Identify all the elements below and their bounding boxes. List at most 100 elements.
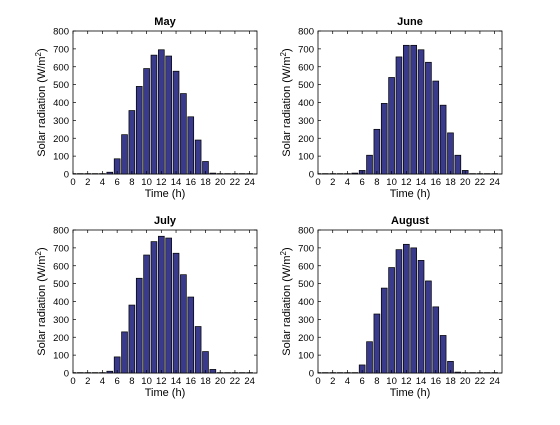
plot-area xyxy=(73,230,257,373)
y-axis-label: Solar radiation (W/m2) xyxy=(34,48,48,156)
bar-hour-14 xyxy=(173,71,179,174)
x-tick-label: 6 xyxy=(360,376,365,387)
y-tick-label: 200 xyxy=(298,134,314,145)
bar-hour-5 xyxy=(107,371,113,373)
bar-hour-7 xyxy=(122,135,128,174)
x-tick-label: 8 xyxy=(374,177,379,188)
bar-hour-8 xyxy=(374,314,380,373)
x-tick-label: 0 xyxy=(70,177,75,188)
x-tick-label: 10 xyxy=(141,177,152,188)
bar-hour-15 xyxy=(425,62,431,174)
y-tick-label: 500 xyxy=(298,80,314,91)
x-tick-label: 14 xyxy=(416,177,427,188)
x-tick-label: 6 xyxy=(115,376,120,387)
y-tick-label: 600 xyxy=(298,261,314,272)
bar-hour-16 xyxy=(188,297,194,373)
y-tick-label: 200 xyxy=(298,333,314,344)
y-tick-label: 700 xyxy=(53,44,69,55)
chart-title: May xyxy=(154,16,176,28)
x-tick-label: 20 xyxy=(215,376,226,387)
bar-hour-12 xyxy=(403,244,409,373)
bar-hour-17 xyxy=(195,140,201,174)
x-tick-label: 24 xyxy=(489,376,500,387)
bar-hour-18 xyxy=(203,352,209,373)
bar-hour-17 xyxy=(440,335,446,373)
x-tick-label: 2 xyxy=(85,177,90,188)
bar-hour-15 xyxy=(180,275,186,373)
x-tick-label: 16 xyxy=(185,376,196,387)
x-tick-label: 24 xyxy=(244,177,255,188)
x-tick-label: 22 xyxy=(230,376,241,387)
bar-hour-5 xyxy=(352,173,358,174)
y-tick-label: 100 xyxy=(53,152,69,163)
y-tick-label: 400 xyxy=(53,98,69,109)
chart-title: July xyxy=(154,215,177,227)
x-tick-label: 22 xyxy=(475,177,486,188)
x-tick-label: 10 xyxy=(386,177,397,188)
x-tick-label: 0 xyxy=(70,376,75,387)
y-tick-label: 400 xyxy=(298,297,314,308)
bar-hour-11 xyxy=(151,55,157,174)
y-tick-label: 500 xyxy=(298,279,314,290)
bar-hour-14 xyxy=(418,260,424,373)
y-tick-label: 800 xyxy=(298,27,314,38)
y-tick-label: 0 xyxy=(64,170,69,181)
x-tick-label: 18 xyxy=(200,376,211,387)
bar-hour-7 xyxy=(367,342,373,373)
x-tick-label: 18 xyxy=(200,177,211,188)
x-tick-label: 12 xyxy=(156,177,167,188)
bar-hour-13 xyxy=(411,45,417,174)
x-tick-label: 14 xyxy=(416,376,427,387)
plot-area xyxy=(73,31,257,174)
y-tick-label: 300 xyxy=(298,116,314,127)
x-tick-label: 4 xyxy=(345,177,350,188)
bar-hour-11 xyxy=(151,242,157,373)
bar-hour-19 xyxy=(210,173,216,174)
x-tick-label: 2 xyxy=(330,177,335,188)
x-tick-label: 24 xyxy=(244,376,255,387)
x-tick-label: 20 xyxy=(460,177,471,188)
x-tick-label: 10 xyxy=(141,376,152,387)
bar-hour-19 xyxy=(455,372,461,373)
y-tick-label: 700 xyxy=(53,243,69,254)
bar-hour-16 xyxy=(433,307,439,373)
y-tick-label: 200 xyxy=(53,333,69,344)
y-tick-label: 100 xyxy=(298,152,314,163)
x-tick-label: 8 xyxy=(129,376,134,387)
x-tick-label: 22 xyxy=(475,376,486,387)
bar-hour-19 xyxy=(455,155,461,174)
x-tick-label: 18 xyxy=(445,177,456,188)
bar-hour-13 xyxy=(411,248,417,373)
y-tick-label: 700 xyxy=(298,44,314,55)
bar-hour-15 xyxy=(180,94,186,174)
bar-hour-7 xyxy=(367,155,373,174)
bar-hour-10 xyxy=(389,268,395,373)
x-tick-label: 6 xyxy=(360,177,365,188)
x-tick-label: 22 xyxy=(230,177,241,188)
y-tick-label: 0 xyxy=(309,170,314,181)
plot-area xyxy=(318,31,502,174)
x-tick-label: 12 xyxy=(156,376,167,387)
y-tick-label: 300 xyxy=(53,315,69,326)
y-tick-label: 600 xyxy=(53,261,69,272)
bar-hour-9 xyxy=(136,86,142,174)
x-tick-label: 0 xyxy=(315,177,320,188)
x-tick-label: 16 xyxy=(430,177,441,188)
y-tick-label: 400 xyxy=(53,297,69,308)
bar-hour-7 xyxy=(122,332,128,373)
x-tick-label: 16 xyxy=(185,177,196,188)
x-axis-label: Time (h) xyxy=(390,387,431,399)
x-tick-label: 10 xyxy=(386,376,397,387)
x-tick-label: 2 xyxy=(330,376,335,387)
bar-hour-8 xyxy=(129,305,135,373)
bar-hour-18 xyxy=(448,133,454,174)
y-tick-label: 500 xyxy=(53,80,69,91)
bar-hour-19 xyxy=(210,369,216,373)
y-tick-label: 100 xyxy=(298,351,314,362)
x-tick-label: 0 xyxy=(315,376,320,387)
bar-hour-16 xyxy=(188,117,194,174)
bar-hour-8 xyxy=(374,129,380,174)
